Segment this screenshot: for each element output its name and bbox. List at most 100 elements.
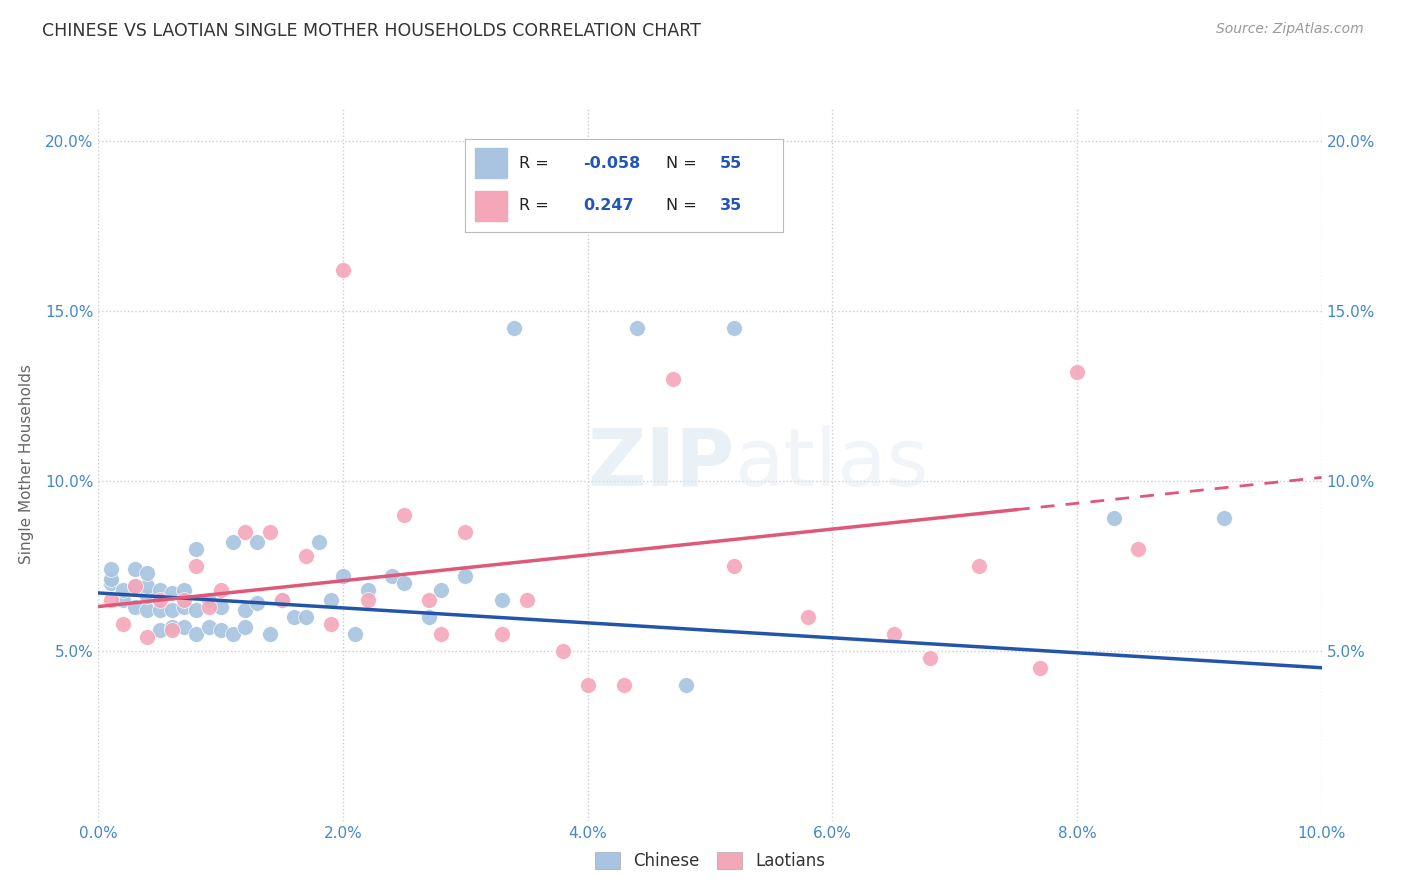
Point <box>124 562 146 576</box>
Point <box>613 678 636 692</box>
Point <box>503 321 526 335</box>
Point <box>418 609 440 624</box>
Text: N =: N = <box>666 156 702 170</box>
Text: 35: 35 <box>720 198 742 213</box>
Text: atlas: atlas <box>734 425 929 503</box>
Text: 55: 55 <box>720 156 742 170</box>
Point <box>124 579 146 593</box>
Point <box>1102 511 1125 525</box>
Text: Source: ZipAtlas.com: Source: ZipAtlas.com <box>1216 22 1364 37</box>
Point <box>295 549 318 563</box>
Point <box>723 321 745 335</box>
Point <box>124 599 146 614</box>
Point <box>160 624 183 638</box>
Point <box>233 603 256 617</box>
Point <box>111 592 134 607</box>
Point <box>136 630 159 644</box>
Point <box>100 592 122 607</box>
Point <box>392 575 416 590</box>
Point <box>186 558 208 573</box>
Point <box>136 566 159 580</box>
Point <box>246 596 269 610</box>
Point <box>209 599 232 614</box>
Point <box>356 592 378 607</box>
Point <box>173 592 195 607</box>
Point <box>675 678 697 692</box>
Point <box>173 599 195 614</box>
Legend: Chinese, Laotians: Chinese, Laotians <box>589 845 831 877</box>
Point <box>197 599 219 614</box>
Point <box>197 592 219 607</box>
Point <box>1128 541 1150 556</box>
Point <box>454 569 477 583</box>
Point <box>222 626 245 640</box>
Point <box>111 582 134 597</box>
Point <box>100 573 122 587</box>
Point <box>259 626 281 640</box>
Point <box>491 592 513 607</box>
Point <box>270 592 292 607</box>
Point <box>723 558 745 573</box>
Point <box>920 650 942 665</box>
Text: -0.058: -0.058 <box>583 156 640 170</box>
Point <box>246 535 269 549</box>
Point <box>454 524 477 539</box>
Point <box>149 582 172 597</box>
Point <box>197 620 219 634</box>
Point <box>797 609 820 624</box>
Point <box>392 508 416 522</box>
Point <box>430 626 453 640</box>
Point <box>149 592 172 607</box>
Point <box>308 535 330 549</box>
Point <box>295 609 318 624</box>
Point <box>381 569 404 583</box>
Point <box>136 590 159 604</box>
Point <box>124 579 146 593</box>
Point <box>1066 365 1088 379</box>
Point <box>430 582 453 597</box>
Point <box>967 558 990 573</box>
Point <box>149 603 172 617</box>
Point <box>149 624 172 638</box>
Point <box>173 582 195 597</box>
Text: R =: R = <box>519 198 560 213</box>
Point <box>553 644 575 658</box>
Text: CHINESE VS LAOTIAN SINGLE MOTHER HOUSEHOLDS CORRELATION CHART: CHINESE VS LAOTIAN SINGLE MOTHER HOUSEHO… <box>42 22 702 40</box>
Point <box>209 582 232 597</box>
Point <box>111 616 134 631</box>
Point <box>186 541 208 556</box>
Point <box>270 592 292 607</box>
Point <box>160 620 183 634</box>
Point <box>418 592 440 607</box>
Point <box>356 582 378 597</box>
Point <box>186 603 208 617</box>
Y-axis label: Single Mother Households: Single Mother Households <box>20 364 34 564</box>
Point <box>186 626 208 640</box>
Point <box>136 579 159 593</box>
Point <box>626 321 648 335</box>
FancyBboxPatch shape <box>475 148 506 178</box>
Point <box>136 603 159 617</box>
Text: ZIP: ZIP <box>588 425 734 503</box>
Point <box>516 592 538 607</box>
Point <box>1212 511 1234 525</box>
Point <box>883 626 905 640</box>
Point <box>100 575 122 590</box>
Point <box>662 372 685 386</box>
Point <box>233 524 256 539</box>
Point <box>283 609 305 624</box>
FancyBboxPatch shape <box>475 191 506 221</box>
Text: R =: R = <box>519 156 554 170</box>
Point <box>491 626 513 640</box>
Point <box>576 678 599 692</box>
Point <box>319 616 342 631</box>
Point <box>1029 661 1052 675</box>
Point <box>332 263 354 277</box>
Point <box>160 586 183 600</box>
Point <box>319 592 342 607</box>
Point <box>160 603 183 617</box>
Point <box>209 624 232 638</box>
Point <box>222 535 245 549</box>
Point <box>100 562 122 576</box>
Text: N =: N = <box>666 198 702 213</box>
